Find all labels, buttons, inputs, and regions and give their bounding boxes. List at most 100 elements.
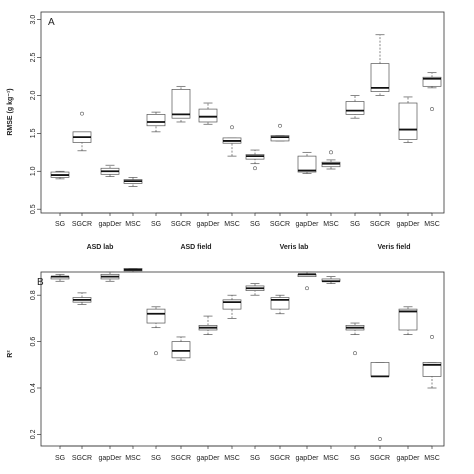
panel-b-r2: B R² 0.20.40.60.8 SG SGCR gapDer MSC SG SGCR g… <box>7 268 445 462</box>
x-category-label-sgcr: SGCR <box>370 455 390 462</box>
x-category-label-sg: SG <box>151 221 161 228</box>
box-sg-group-3 <box>245 149 265 171</box>
box-sgcr-group-2 <box>171 336 191 361</box>
panel-a-label: A <box>48 17 55 28</box>
box-sgcr-group-2 <box>171 85 191 123</box>
outlier-point <box>253 166 257 171</box>
panel-b-x-axis: SG SGCR gapDer MSC SG SGCR gapDer MSC SG SGCR gapD… <box>55 445 440 462</box>
group-label-veris-lab: Veris lab <box>280 244 309 251</box>
panel-b-y-axis: 0.2 0.4 0.6 0.8 <box>30 290 41 439</box>
y-tick-label: 0.4 <box>30 383 37 393</box>
outlier-point <box>329 150 333 155</box>
box-iqr <box>422 76 442 87</box>
box-iqr <box>171 341 191 359</box>
box-iqr <box>398 308 418 331</box>
x-category-label-gapder: gapDer <box>99 221 123 228</box>
x-category-label-sgcr: SGCR <box>270 455 290 462</box>
x-category-label-gapder: gapDer <box>296 455 320 462</box>
box-msc-group-3 <box>321 150 341 170</box>
box-msc-group-4 <box>422 72 442 111</box>
panel-a-frame <box>40 11 445 214</box>
y-tick-label: 0.2 <box>30 429 37 439</box>
box-sgcr-group-3 <box>270 294 290 315</box>
outlier-point <box>278 123 282 128</box>
box-iqr <box>270 297 290 310</box>
box-gapder-group-1 <box>100 271 120 282</box>
box-msc-group-1 <box>123 268 143 273</box>
x-category-label-gapder: gapDer <box>197 455 221 462</box>
box-sg-group-3 <box>245 283 265 296</box>
x-category-label-msc: MSC <box>224 455 240 462</box>
box-msc-group-4 <box>422 335 442 389</box>
box-sgcr-group-3 <box>270 123 290 142</box>
x-category-label-msc: MSC <box>424 455 440 462</box>
box-iqr <box>270 135 290 142</box>
box-iqr <box>146 114 166 127</box>
panel-a-boxes <box>50 34 442 187</box>
box-iqr <box>370 362 390 377</box>
box-iqr <box>398 102 418 140</box>
panel-b-y-axis-title: R² <box>7 350 14 358</box>
x-category-label-sgcr: SGCR <box>72 455 92 462</box>
outlier-point <box>430 107 434 111</box>
y-tick-label: 2.5 <box>30 53 37 63</box>
panel-a-x-axis: SG SGCR gapDer MSC SG SGCR gapDer MSC SG SGCR gapD… <box>55 212 440 228</box>
x-category-label-sg: SG <box>250 455 260 462</box>
box-iqr <box>171 89 191 119</box>
group-label-asd-field: ASD field <box>180 244 211 251</box>
y-tick-label: 0.8 <box>30 290 37 300</box>
panel-a-rmse: A RMSE (g kg⁻¹) 0.5 1.0 1.5 2.0 2.5 3.0 SG SGC… <box>7 11 445 251</box>
box-iqr <box>345 101 365 115</box>
box-gapder-group-1 <box>100 164 120 177</box>
x-category-label-sgcr: SGCR <box>270 221 290 228</box>
panel-b-label: B <box>37 277 44 288</box>
x-category-label-sg: SG <box>55 455 65 462</box>
x-category-label-msc: MSC <box>323 221 339 228</box>
box-sgcr-group-1 <box>72 292 92 305</box>
box-gapder-group-3 <box>297 271 317 291</box>
outlier-point <box>305 286 309 291</box>
x-category-label-msc: MSC <box>224 221 240 228</box>
x-category-label-sg: SG <box>350 221 360 228</box>
outlier-point <box>154 351 158 356</box>
x-category-label-gapder: gapDer <box>397 455 421 462</box>
panel-b-frame <box>40 271 445 447</box>
box-msc-group-3 <box>321 276 341 284</box>
box-sgcr-group-4 <box>370 362 390 441</box>
panel-a-y-axis-title: RMSE (g kg⁻¹) <box>7 88 14 135</box>
box-gapder-group-4 <box>398 306 418 335</box>
box-gapder-group-2 <box>198 102 218 125</box>
x-category-label-sgcr: SGCR <box>72 221 92 228</box>
x-category-label-msc: MSC <box>125 455 141 462</box>
box-iqr <box>297 155 317 173</box>
box-gapder-group-4 <box>398 96 418 143</box>
group-label-asd-lab: ASD lab <box>87 244 114 251</box>
box-msc-group-2 <box>222 294 242 319</box>
box-gapder-group-3 <box>297 151 317 174</box>
y-tick-label: 0.6 <box>30 337 37 347</box>
box-iqr <box>222 299 242 310</box>
outlier-point <box>230 125 234 130</box>
x-category-label-sg: SG <box>350 455 360 462</box>
box-sg-group-2 <box>146 306 166 356</box>
y-tick-label: 2.0 <box>30 90 37 100</box>
box-iqr <box>422 362 442 377</box>
x-category-label-gapder: gapDer <box>197 221 221 228</box>
x-category-label-sg: SG <box>250 221 260 228</box>
box-iqr <box>370 63 390 92</box>
x-category-label-sgcr: SGCR <box>370 221 390 228</box>
outlier-point <box>430 335 434 339</box>
x-category-label-sg: SG <box>151 455 161 462</box>
box-iqr <box>146 308 166 324</box>
x-category-label-gapder: gapDer <box>296 221 320 228</box>
y-tick-label: 3.0 <box>30 15 37 25</box>
x-category-label-msc: MSC <box>424 221 440 228</box>
box-sgcr-group-4 <box>370 34 390 96</box>
group-label-veris-field: Veris field <box>377 244 410 251</box>
outlier-point <box>378 437 382 441</box>
box-sgcr-group-1 <box>72 111 92 152</box>
x-category-label-sg: SG <box>55 221 65 228</box>
outlier-point <box>353 351 357 356</box>
box-sg-group-2 <box>146 111 166 133</box>
